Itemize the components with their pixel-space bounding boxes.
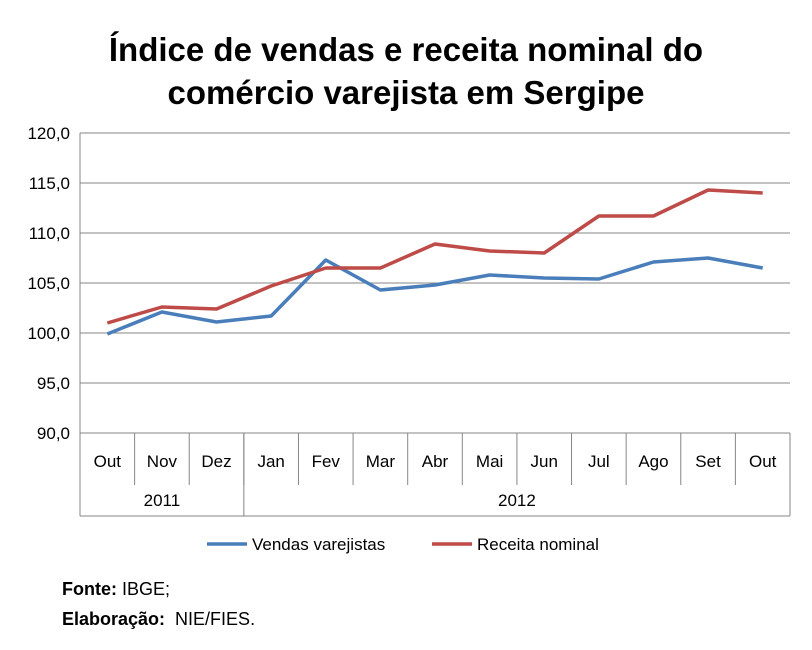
x-tick-label: Ago xyxy=(638,452,668,471)
year-label: 2012 xyxy=(498,491,536,510)
x-tick-label: Mai xyxy=(476,452,503,471)
y-tick-label: 90,0 xyxy=(37,424,70,443)
title-line-2: comércio varejista em Sergipe xyxy=(167,74,645,111)
x-tick-label: Nov xyxy=(147,452,178,471)
y-tick-label: 110,0 xyxy=(29,224,70,243)
x-tick-label: Abr xyxy=(422,452,449,471)
x-tick-label: Jan xyxy=(257,452,284,471)
source-note: Fonte: IBGE; Elaboração: NIE/FIES. xyxy=(62,574,255,634)
x-tick-label: Jul xyxy=(588,452,610,471)
y-tick-label: 120,0 xyxy=(27,124,70,143)
y-tick-label: 95,0 xyxy=(37,374,70,393)
x-tick-label: Mar xyxy=(366,452,396,471)
y-tick-label: 115,0 xyxy=(29,174,70,193)
y-tick-label: 100,0 xyxy=(27,324,70,343)
legend-label: Vendas varejistas xyxy=(252,535,385,554)
x-tick-label: Out xyxy=(749,452,777,471)
series-line-vendas-varejistas xyxy=(106,256,764,336)
x-tick-label: Dez xyxy=(201,452,231,471)
source-label: Fonte: xyxy=(62,579,117,599)
chart-title: Índice de vendas e receita nominal do co… xyxy=(0,28,812,114)
x-tick-label: Out xyxy=(94,452,122,471)
elaboration-value: NIE/FIES. xyxy=(165,609,256,629)
year-label: 2011 xyxy=(144,491,181,510)
elaboration-label: Elaboração: xyxy=(62,609,166,629)
x-tick-label: Set xyxy=(695,452,721,471)
y-tick-label: 105,0 xyxy=(27,274,70,293)
series-line-receita-nominal xyxy=(106,188,763,325)
legend-label: Receita nominal xyxy=(477,535,599,554)
source-value: IBGE; xyxy=(116,579,170,599)
title-line-1: Índice de vendas e receita nominal do xyxy=(108,31,704,68)
x-tick-label: Jun xyxy=(531,452,558,471)
x-tick-label: Fev xyxy=(312,452,341,471)
